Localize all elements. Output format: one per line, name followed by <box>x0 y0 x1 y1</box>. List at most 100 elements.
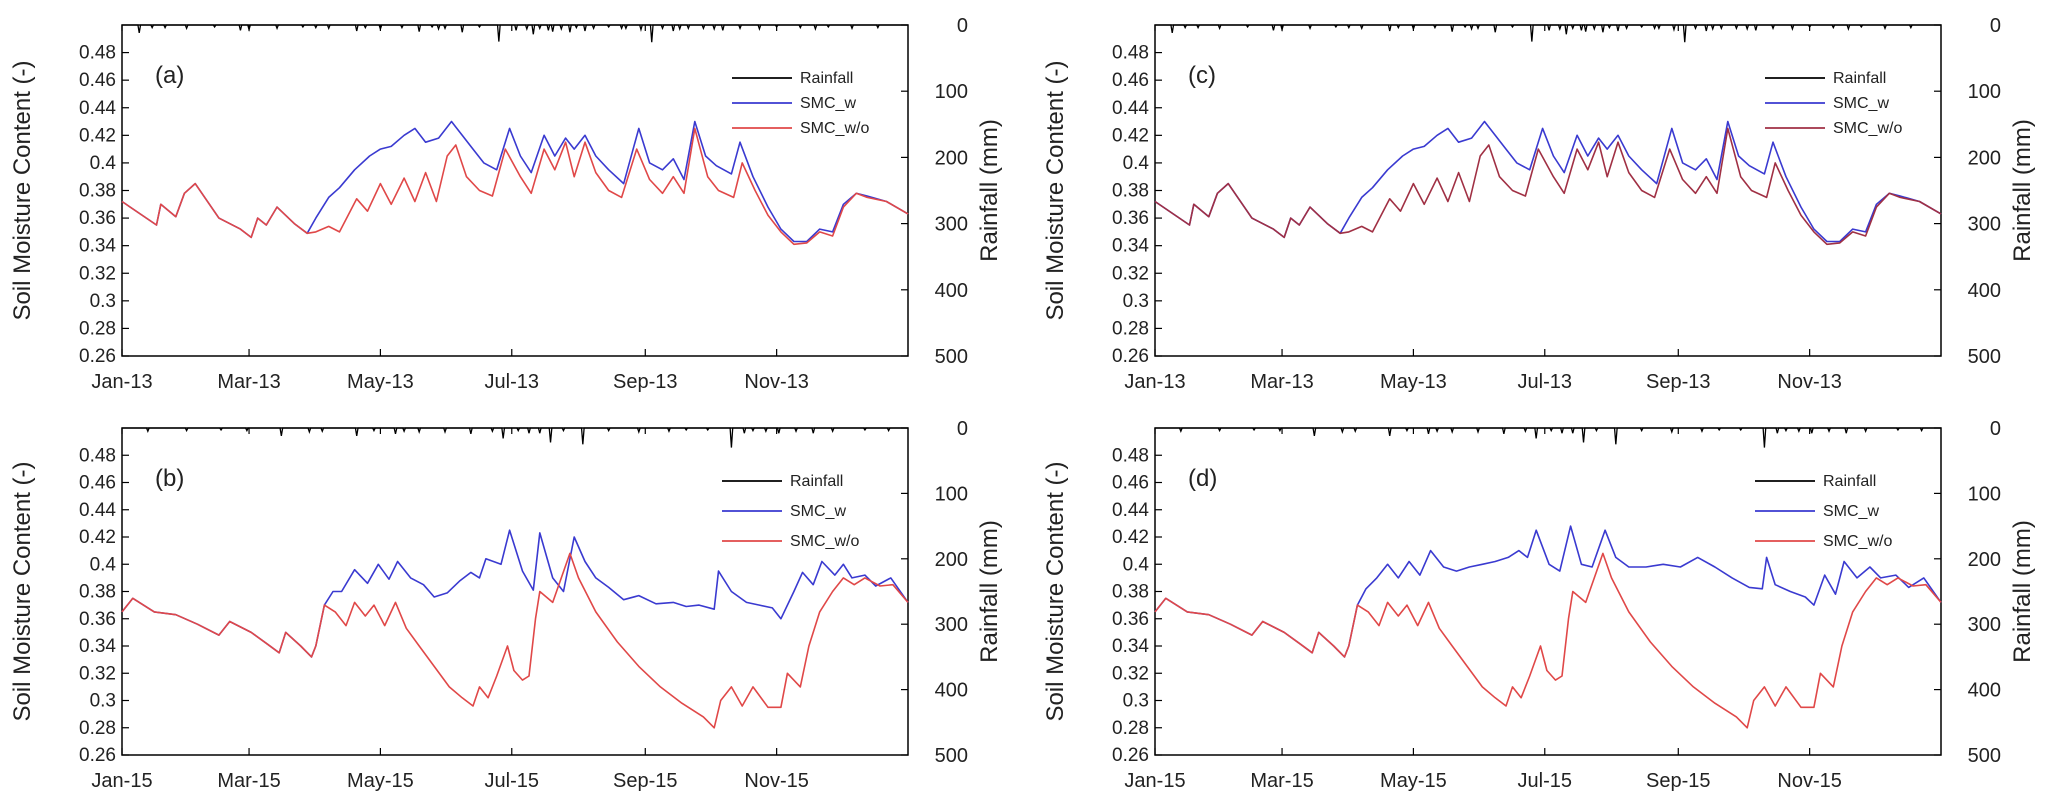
x-tick-label: Sep-13 <box>613 371 678 393</box>
chart-panel-2: 0.26 0.28 0.3 0.32 0.34 0.36 0.38 0.4 0.42 0.44 0.… <box>9 418 1003 792</box>
y-tick-label: 0.32 <box>79 263 116 284</box>
y-tick-label: 0.42 <box>1112 125 1149 146</box>
x-tick-label: Mar-15 <box>1250 770 1313 792</box>
x-tick-label: Mar-15 <box>217 770 280 792</box>
y-tick-label: 0.36 <box>79 208 116 229</box>
x-tick-label: May-13 <box>347 371 414 393</box>
y-tick-label: 0.32 <box>1112 663 1149 684</box>
legend-label: SMC_w <box>1823 503 1879 520</box>
y-tick-label: 0.4 <box>90 554 117 575</box>
y-tick-label: 0.42 <box>79 125 116 146</box>
y2-tick-label: 400 <box>935 280 968 302</box>
y-tick-label: 0.3 <box>90 691 116 712</box>
smc-w-series <box>121 120 909 243</box>
y2-tick-label: 200 <box>1968 549 2001 571</box>
y2-tick-label: 0 <box>957 15 968 37</box>
y-tick-label: 0.38 <box>79 181 116 202</box>
legend-label: SMC_w <box>800 95 856 112</box>
x-tick-label: Nov-15 <box>1777 770 1841 792</box>
y-tick-label: 0.4 <box>90 153 117 174</box>
y-tick-label: 0.48 <box>1112 43 1149 64</box>
x-tick-label: Jan-15 <box>1124 770 1185 792</box>
x-tick-label: May-13 <box>1380 371 1447 393</box>
y-tick-label: 0.4 <box>1123 153 1150 174</box>
x-tick-label: Jul-13 <box>1518 371 1572 393</box>
chart-panel-1: 0.26 0.28 0.3 0.32 0.34 0.36 0.38 0.4 0.42 0.44 0.… <box>9 15 1003 393</box>
y-tick-label: 0.34 <box>79 636 116 657</box>
y2-tick-label: 100 <box>935 81 968 103</box>
y-tick-label: 0.36 <box>79 609 116 630</box>
y-tick-label: 0.44 <box>1112 98 1149 119</box>
legend-label: SMC_w/o <box>1823 533 1892 550</box>
smc-wo-series <box>1154 552 1942 729</box>
y-tick-label: 0.34 <box>1112 236 1149 257</box>
y-axis-title: Soil Moisture Content (-) <box>1042 60 1069 320</box>
y2-tick-label: 0 <box>1990 418 2001 440</box>
legend-label: SMC_w/o <box>1833 120 1902 137</box>
y-tick-label: 0.44 <box>1112 500 1149 521</box>
x-tick-label: Jan-13 <box>1124 371 1185 393</box>
legend-label: SMC_w <box>1833 95 1889 112</box>
y-tick-label: 0.48 <box>79 43 116 64</box>
y-tick-label: 0.26 <box>79 346 116 367</box>
y-tick-label: 0.3 <box>1123 691 1149 712</box>
legend-label: Rainfall <box>790 473 843 490</box>
panel-label: (d) <box>1188 465 1217 492</box>
x-tick-label: Mar-13 <box>217 371 280 393</box>
y2-axis-title: Rainfall (mm) <box>2009 520 2036 663</box>
x-tick-label: Nov-15 <box>744 770 808 792</box>
y-tick-label: 0.46 <box>79 70 116 91</box>
y2-tick-label: 500 <box>1968 346 2001 368</box>
y2-tick-label: 400 <box>1968 680 2001 702</box>
y-tick-label: 0.28 <box>1112 718 1149 739</box>
x-tick-label: Jul-13 <box>485 371 539 393</box>
y2-tick-label: 500 <box>935 346 968 368</box>
legend-label: Rainfall <box>1833 70 1886 87</box>
legend-label: SMC_w <box>790 503 846 520</box>
y-tick-label: 0.36 <box>1112 208 1149 229</box>
smc-wo-series <box>121 552 909 729</box>
y-tick-label: 0.32 <box>1112 263 1149 284</box>
rainfall-series <box>1155 24 1941 43</box>
y2-tick-label: 300 <box>935 614 968 636</box>
y2-tick-label: 200 <box>935 549 968 571</box>
x-tick-label: May-15 <box>1380 770 1447 792</box>
y-tick-label: 0.28 <box>79 718 116 739</box>
x-tick-label: May-15 <box>347 770 414 792</box>
y-tick-label: 0.44 <box>79 500 116 521</box>
y2-tick-label: 300 <box>1968 214 2001 236</box>
y2-tick-label: 300 <box>1968 614 2001 636</box>
y-tick-label: 0.36 <box>1112 609 1149 630</box>
y-tick-label: 0.48 <box>1112 445 1149 466</box>
x-tick-label: Jan-13 <box>91 371 152 393</box>
x-tick-label: Jul-15 <box>1518 770 1572 792</box>
y2-tick-label: 100 <box>935 483 968 505</box>
y-tick-label: 0.34 <box>79 236 116 257</box>
y-tick-label: 0.48 <box>79 445 116 466</box>
y-tick-label: 0.28 <box>1112 318 1149 339</box>
y-tick-label: 0.38 <box>1112 181 1149 202</box>
plot-frame <box>1154 24 1942 357</box>
y-tick-label: 0.34 <box>1112 636 1149 657</box>
x-tick-label: Sep-13 <box>1646 371 1711 393</box>
y-tick-label: 0.46 <box>79 473 116 494</box>
y2-tick-label: 400 <box>1968 280 2001 302</box>
y-tick-label: 0.38 <box>1112 582 1149 603</box>
y2-tick-label: 100 <box>1968 483 2001 505</box>
x-tick-label: Mar-13 <box>1250 371 1313 393</box>
smc-wo-series <box>121 127 909 246</box>
y-tick-label: 0.38 <box>79 582 116 603</box>
y2-tick-label: 500 <box>1968 745 2001 767</box>
y-tick-label: 0.44 <box>79 98 116 119</box>
chart-panel-3: 0.26 0.28 0.3 0.32 0.34 0.36 0.38 0.4 0.42 0.44 0.… <box>1042 15 2036 393</box>
y-tick-label: 0.4 <box>1123 554 1150 575</box>
y2-tick-label: 200 <box>1968 147 2001 169</box>
legend-label: Rainfall <box>1823 473 1876 490</box>
y2-tick-label: 500 <box>935 745 968 767</box>
x-tick-label: Jul-15 <box>485 770 539 792</box>
y-tick-label: 0.32 <box>79 663 116 684</box>
y-tick-label: 0.26 <box>79 745 116 766</box>
y2-axis-title: Rainfall (mm) <box>976 520 1003 663</box>
rainfall-series <box>122 427 908 448</box>
